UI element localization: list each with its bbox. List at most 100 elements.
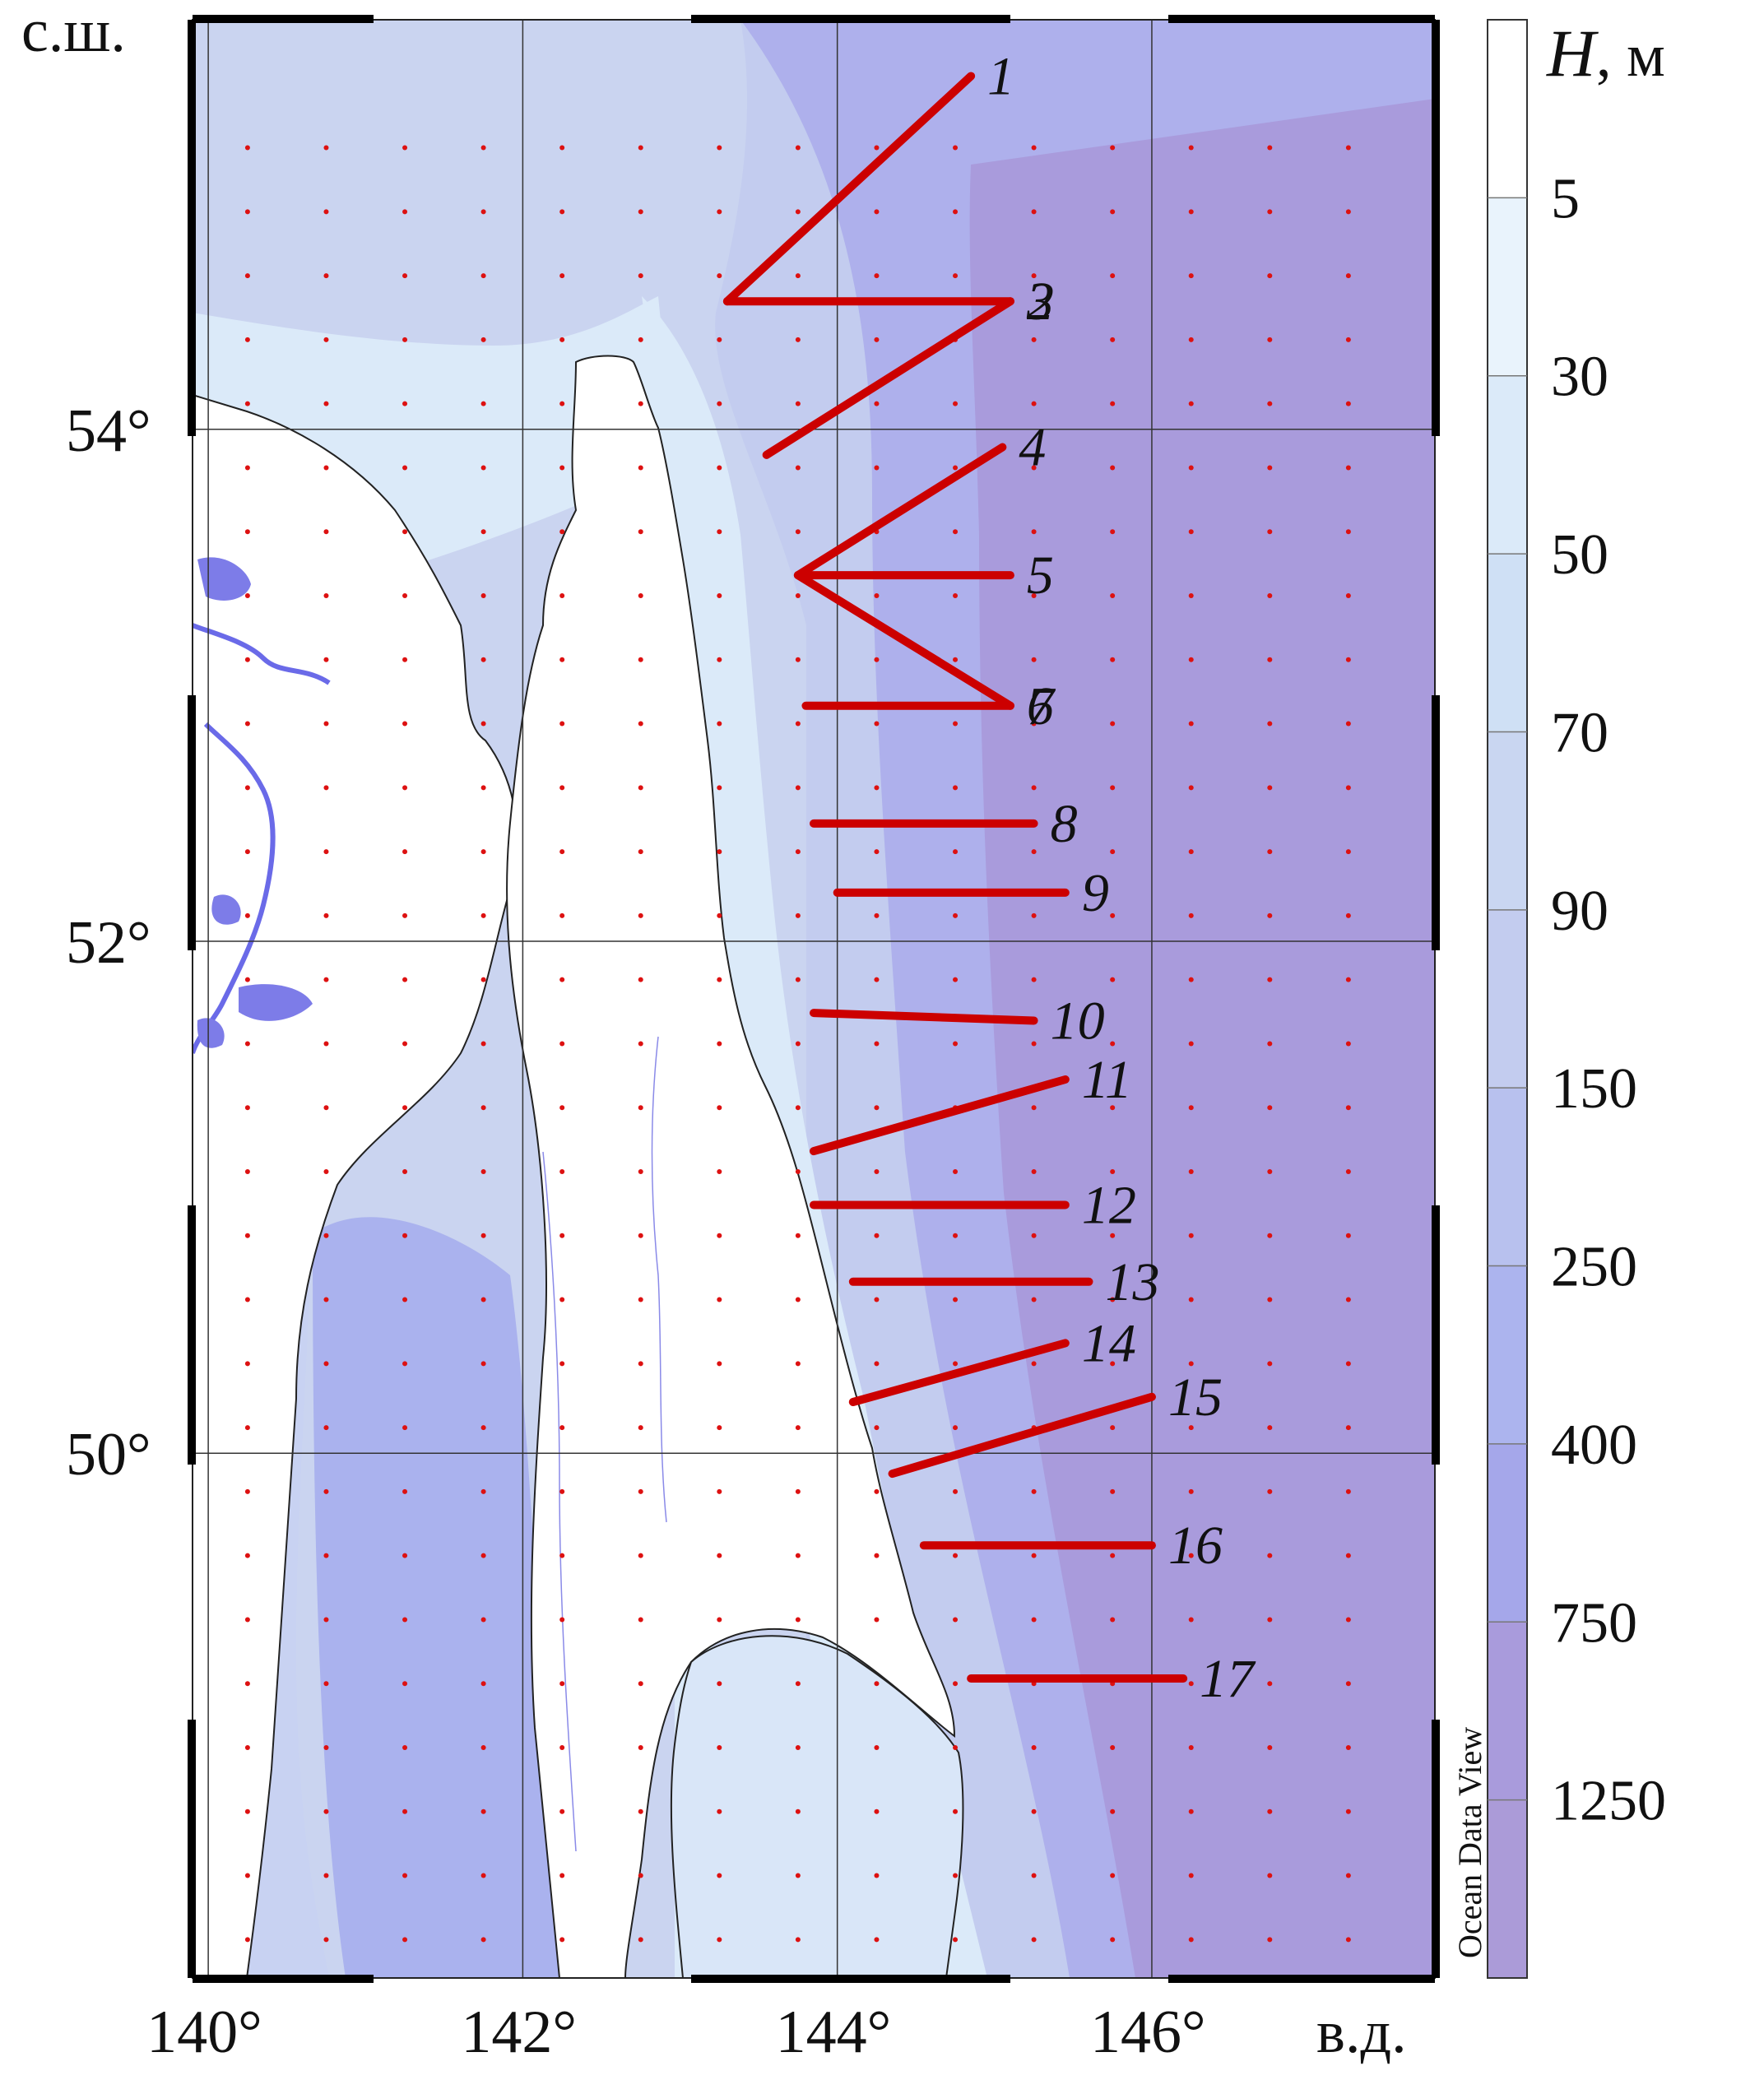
station-dot — [1188, 1425, 1194, 1431]
station-dot — [1031, 1233, 1037, 1238]
station-dot — [244, 1297, 250, 1302]
colorbar-segment — [1488, 1088, 1527, 1267]
station-dot — [323, 912, 329, 918]
section-label-6: 6 — [1027, 676, 1054, 736]
station-grid — [244, 145, 1351, 1943]
station-dot — [953, 1361, 959, 1367]
colorbar-segment — [1488, 1443, 1527, 1623]
station-dot — [874, 721, 880, 727]
station-dot — [717, 1233, 722, 1238]
station-dot — [323, 1617, 329, 1623]
station-dot — [795, 1105, 801, 1111]
station-dot — [1345, 849, 1351, 855]
station-dot — [1031, 209, 1037, 215]
station-dot — [244, 1617, 250, 1623]
station-dot — [1267, 273, 1273, 279]
station-dot — [1110, 1297, 1116, 1302]
station-dot — [1110, 1873, 1116, 1878]
station-dot — [1345, 1361, 1351, 1367]
station-dot — [480, 401, 486, 406]
station-dot — [1110, 145, 1116, 151]
station-dot — [717, 1105, 722, 1111]
station-dot — [480, 529, 486, 535]
lon-tick-label: 144° — [776, 1999, 892, 2066]
station-dot — [480, 785, 486, 791]
depth-colorbar: 5 30 50 70 90 150 250 400 750 1250 — [1487, 19, 1666, 1979]
section-label-1: 1 — [987, 46, 1014, 106]
station-dot — [402, 785, 408, 791]
station-dot — [638, 1681, 643, 1687]
station-dot — [717, 1297, 722, 1302]
lon-tick-label: 146° — [1090, 1999, 1206, 2066]
station-dot — [638, 1297, 643, 1302]
station-dot — [1031, 145, 1037, 151]
station-dot — [1267, 657, 1273, 662]
station-dot — [323, 337, 329, 342]
station-dot — [795, 1169, 801, 1174]
deepest-zone — [969, 99, 1435, 1978]
station-dot — [1110, 465, 1116, 471]
station-dot — [1188, 785, 1194, 791]
station-dot — [717, 209, 722, 215]
station-dot — [795, 912, 801, 918]
station-dot — [480, 912, 486, 918]
station-dot — [717, 1488, 722, 1494]
station-dot — [559, 977, 565, 982]
station-dot — [953, 465, 959, 471]
station-dot — [1031, 1105, 1037, 1111]
colorbar-level-label: 250 — [1551, 1236, 1637, 1299]
station-dot — [1031, 401, 1037, 406]
station-dot — [1031, 1169, 1037, 1174]
station-dot — [559, 1105, 565, 1111]
station-dot — [874, 145, 880, 151]
station-dot — [1345, 529, 1351, 535]
colorbar-level-label: 90 — [1551, 880, 1608, 943]
station-dot — [795, 1488, 801, 1494]
station-dot — [1345, 1169, 1351, 1174]
station-dot — [717, 785, 722, 791]
station-dot — [1188, 1105, 1194, 1111]
section-line-4 — [793, 443, 1007, 580]
station-dot — [874, 1937, 880, 1943]
sakhalin-island — [506, 355, 956, 1978]
station-dot — [323, 1873, 329, 1878]
station-dot — [638, 1617, 643, 1623]
station-dot — [717, 1425, 722, 1431]
station-dot — [402, 465, 408, 471]
colorbar-segment — [1488, 1799, 1527, 1979]
frame-tick — [691, 15, 1010, 23]
station-dot — [323, 529, 329, 535]
station-dot — [874, 1488, 880, 1494]
station-dot — [402, 209, 408, 215]
station-dot — [717, 1873, 722, 1878]
station-dot — [638, 721, 643, 727]
station-dot — [874, 1745, 880, 1750]
colorbar-segment — [1488, 20, 1527, 198]
colorbar-level-label: 5 — [1551, 167, 1580, 230]
section-label-9: 9 — [1082, 863, 1109, 923]
station-dot — [638, 337, 643, 342]
station-dot — [638, 1937, 643, 1943]
station-dot — [953, 593, 959, 598]
station-dot — [638, 977, 643, 982]
station-dot — [480, 1681, 486, 1687]
station-dot — [953, 977, 959, 982]
section-label-11: 11 — [1082, 1050, 1132, 1110]
station-dot — [323, 1937, 329, 1943]
station-dot — [559, 1488, 565, 1494]
station-dot — [795, 721, 801, 727]
station-dot — [402, 273, 408, 279]
station-dot — [323, 1297, 329, 1302]
station-dot — [1345, 593, 1351, 598]
station-dot — [244, 1361, 250, 1367]
station-dot — [1188, 145, 1194, 151]
station-dot — [717, 529, 722, 535]
station-dot — [1110, 1745, 1116, 1750]
station-dot — [559, 337, 565, 342]
station-dot — [874, 1361, 880, 1367]
station-dot — [480, 1937, 486, 1943]
station-dot — [323, 721, 329, 727]
station-dot — [480, 1808, 486, 1814]
station-dot — [402, 721, 408, 727]
frame-tick — [188, 1205, 196, 1465]
